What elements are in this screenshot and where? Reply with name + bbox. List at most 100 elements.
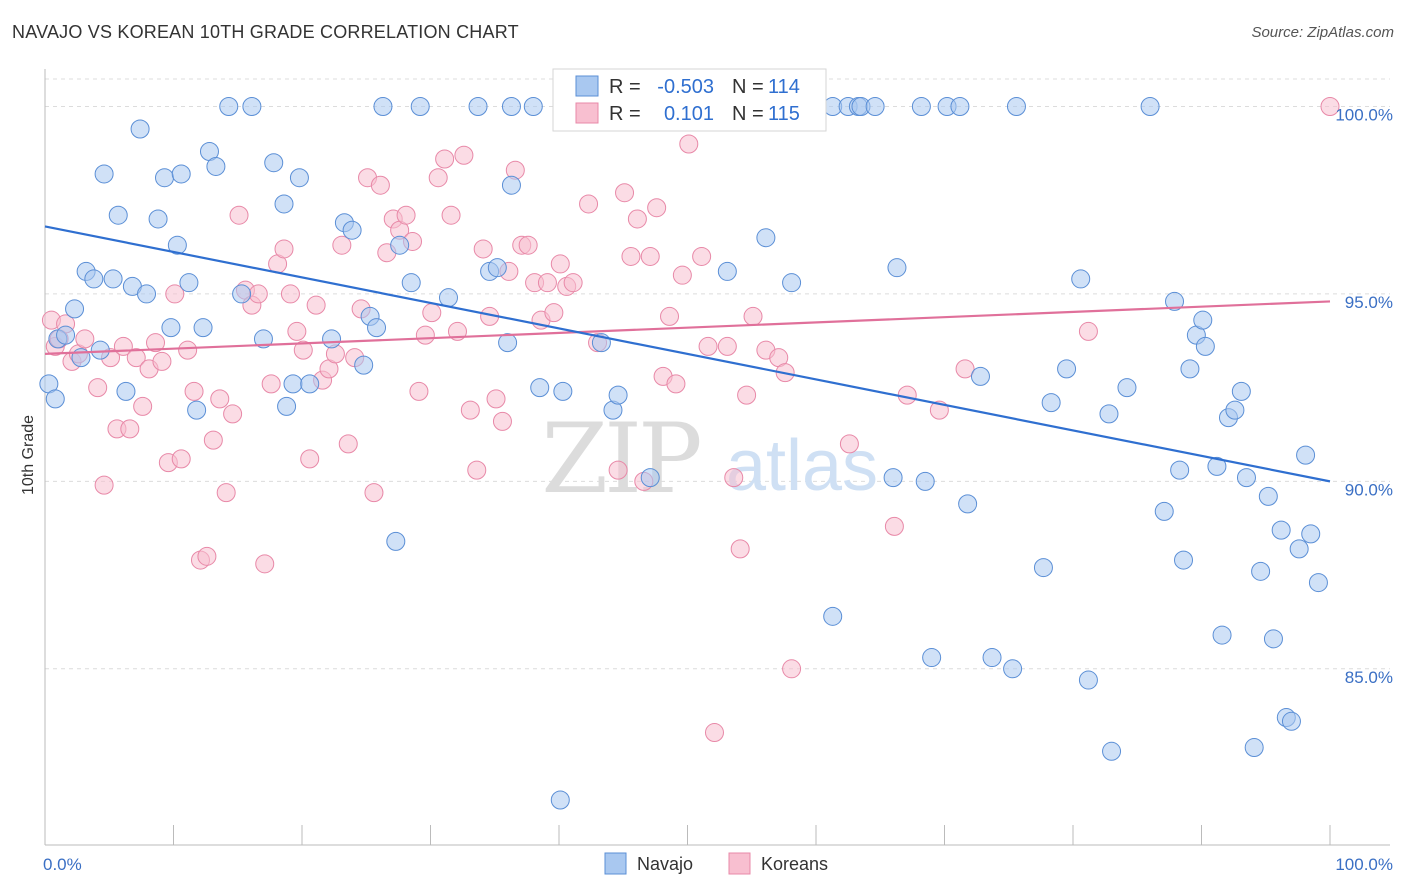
navajo-point bbox=[501, 96, 521, 116]
navajo-point bbox=[911, 96, 931, 116]
y-axis-title: 10th Grade bbox=[20, 415, 37, 495]
navajo-point bbox=[1289, 539, 1309, 559]
koreans-point bbox=[274, 239, 294, 259]
navajo-point bbox=[103, 269, 123, 289]
koreans-point bbox=[184, 381, 204, 401]
navajo-point bbox=[342, 220, 362, 240]
legend-r-value: -0.503 bbox=[657, 76, 714, 98]
navajo-point bbox=[1117, 378, 1137, 398]
koreans-point bbox=[884, 516, 904, 536]
navajo-point bbox=[1225, 400, 1245, 420]
koreans-point bbox=[692, 246, 712, 266]
navajo-point bbox=[65, 299, 85, 319]
series-legend: Navajo Koreans bbox=[604, 852, 828, 875]
navajo-point bbox=[865, 96, 885, 116]
navajo-point bbox=[179, 273, 199, 293]
koreans-point bbox=[428, 168, 448, 188]
koreans-point bbox=[338, 434, 358, 454]
navajo-point bbox=[553, 381, 573, 401]
koreans-point bbox=[782, 659, 802, 679]
legend-n-value: 114 bbox=[768, 76, 800, 98]
navajo-point bbox=[1231, 381, 1251, 401]
navajo-point bbox=[1271, 520, 1291, 540]
koreans-point bbox=[492, 411, 512, 431]
navajo-point bbox=[1244, 738, 1264, 758]
navajo-point bbox=[501, 175, 521, 195]
navajo-point bbox=[958, 494, 978, 514]
legend-n-value: 115 bbox=[768, 103, 800, 125]
koreans-point bbox=[537, 273, 557, 293]
watermark: ZIP atlas bbox=[541, 403, 878, 515]
navajo-point bbox=[1193, 310, 1213, 330]
navajo-point bbox=[1033, 558, 1053, 578]
koreans-point bbox=[178, 340, 198, 360]
navajo-point bbox=[438, 288, 458, 308]
navajo-point bbox=[883, 468, 903, 488]
koreans-point bbox=[229, 205, 249, 225]
legend-swatch-navajo bbox=[575, 75, 599, 97]
navajo-point bbox=[756, 228, 776, 248]
navajo-point bbox=[487, 258, 507, 278]
koreans-point bbox=[647, 198, 667, 218]
koreans-points bbox=[41, 96, 1340, 743]
navajo-point bbox=[354, 355, 374, 375]
navajo-point bbox=[550, 790, 570, 810]
navajo-point bbox=[148, 209, 168, 229]
navajo-point bbox=[1308, 573, 1328, 593]
koreans-point bbox=[454, 145, 474, 165]
y-tick-label: 95.0% bbox=[1345, 293, 1393, 312]
koreans-point bbox=[409, 381, 429, 401]
navajo-point bbox=[137, 284, 157, 304]
koreans-point bbox=[550, 254, 570, 274]
koreans-point bbox=[579, 194, 599, 214]
koreans-point bbox=[679, 134, 699, 154]
koreans-point bbox=[640, 246, 660, 266]
navajo-point bbox=[274, 194, 294, 214]
navajo-point bbox=[401, 273, 421, 293]
navajo-point bbox=[116, 381, 136, 401]
navajo-point bbox=[468, 96, 488, 116]
koreans-point bbox=[704, 723, 724, 743]
koreans-point bbox=[660, 306, 680, 326]
koreans-point bbox=[608, 460, 628, 480]
legend-n-label: N = bbox=[732, 103, 764, 125]
navajo-point bbox=[1174, 550, 1194, 570]
navajo-point bbox=[219, 96, 239, 116]
koreans-point bbox=[261, 374, 281, 394]
x-tick-label: 0.0% bbox=[43, 855, 82, 874]
legend-swatch-koreans bbox=[728, 852, 751, 875]
koreans-point bbox=[306, 295, 326, 315]
navajo-point bbox=[1102, 741, 1122, 761]
navajo-point bbox=[523, 96, 543, 116]
koreans-point bbox=[473, 239, 493, 259]
navajo-point bbox=[1170, 460, 1190, 480]
koreans-point bbox=[197, 546, 217, 566]
koreans-point bbox=[615, 183, 635, 203]
koreans-point bbox=[75, 329, 95, 349]
navajo-point bbox=[187, 400, 207, 420]
navajo-point bbox=[1195, 336, 1215, 356]
navajo-point bbox=[242, 96, 262, 116]
navajo-point bbox=[922, 648, 942, 668]
y-tick-label: 85.0% bbox=[1345, 668, 1393, 687]
legend-r-value: 0.101 bbox=[664, 103, 714, 125]
koreans-point bbox=[94, 475, 114, 495]
navajo-point bbox=[1003, 659, 1023, 679]
navajo-point bbox=[1251, 561, 1271, 581]
koreans-point bbox=[839, 434, 859, 454]
navajo-point bbox=[206, 156, 226, 176]
koreans-point bbox=[460, 400, 480, 420]
navajo-point bbox=[155, 168, 175, 188]
navajo-point bbox=[823, 606, 843, 626]
koreans-point bbox=[955, 359, 975, 379]
navajo-point bbox=[915, 471, 935, 491]
koreans-point bbox=[743, 306, 763, 326]
navajo-points bbox=[39, 96, 1328, 810]
koreans-point bbox=[293, 340, 313, 360]
navajo-point bbox=[410, 96, 430, 116]
navajo-point bbox=[171, 164, 191, 184]
source-credit: Source: ZipAtlas.com bbox=[1251, 24, 1394, 41]
koreans-point bbox=[255, 554, 275, 574]
koreans-point bbox=[467, 460, 487, 480]
